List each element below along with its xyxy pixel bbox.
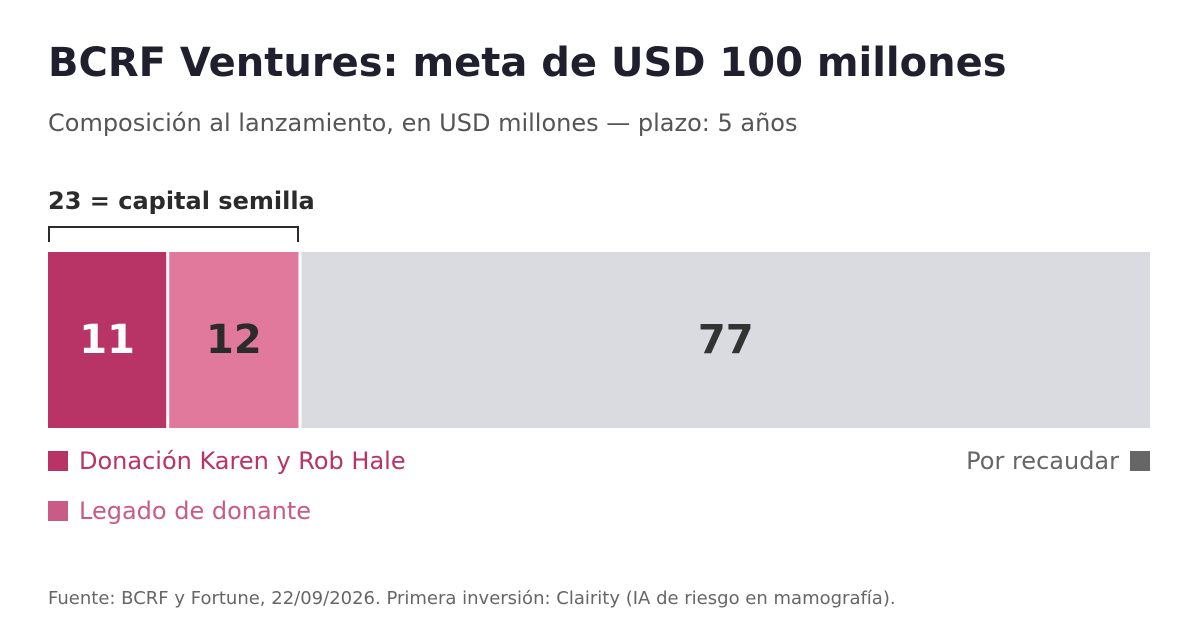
- bar-segment-legado-de-donante: [169, 252, 299, 428]
- source-note: Fuente: BCRF y Fortune, 22/09/2026. Prim…: [48, 588, 896, 609]
- chart-subtitle: Composición al lanzamiento, en USD millo…: [48, 109, 798, 137]
- seed-capital-bracket: [48, 226, 299, 242]
- bar-value-label-donacion-karen-y-rob-hale: 11: [79, 317, 135, 363]
- legend-swatch-recaudar: [1130, 451, 1150, 471]
- seed-capital-label: 23 = capital semilla: [48, 187, 315, 215]
- bar-value-label-legado-de-donante: 12: [206, 317, 262, 363]
- legend-karen-rob-hale: Donación Karen y Rob Hale: [48, 447, 406, 475]
- legend-label-karen: Donación Karen y Rob Hale: [79, 447, 406, 475]
- legend-label-recaudar: Por recaudar: [966, 447, 1119, 475]
- legend-swatch-karen: [48, 451, 68, 471]
- bar-value-label-por-recaudar: 77: [698, 317, 754, 363]
- legend-label-legado: Legado de donante: [79, 497, 312, 525]
- legend-por-recaudar: Por recaudar: [966, 447, 1150, 475]
- legend-legado-donante: Legado de donante: [48, 497, 311, 525]
- legend-swatch-legado: [48, 501, 68, 521]
- chart-title: BCRF Ventures: meta de USD 100 millones: [48, 40, 1007, 86]
- bar-segment-donacion-karen-y-rob-hale: [48, 252, 167, 428]
- bar-segment-por-recaudar: [301, 252, 1151, 428]
